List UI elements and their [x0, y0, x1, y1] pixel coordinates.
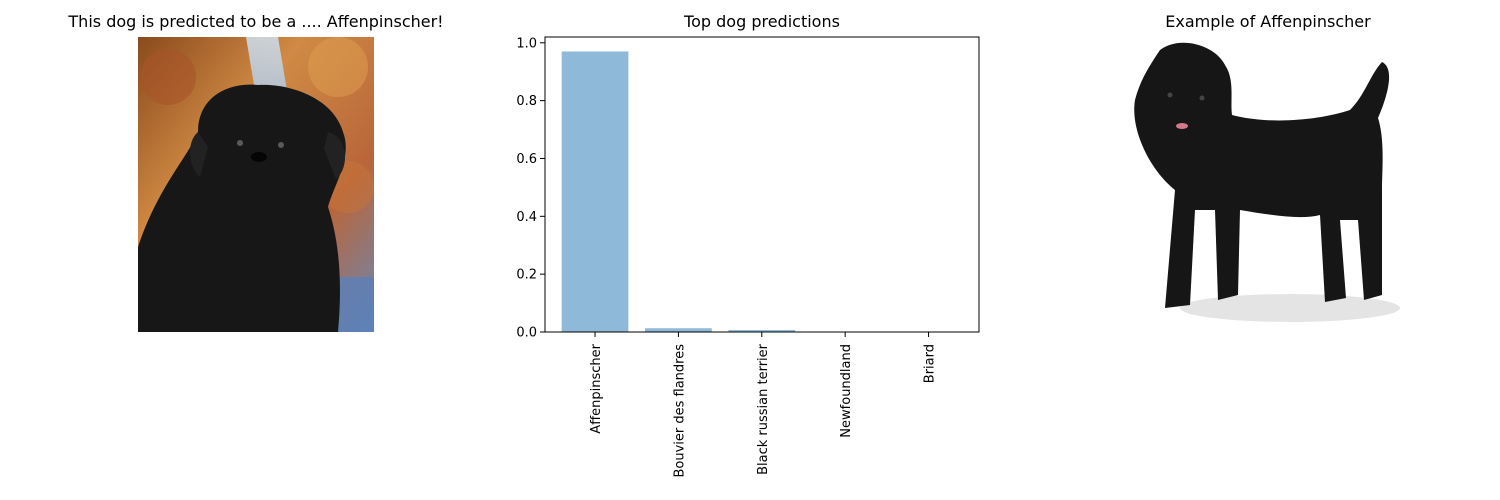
bar-1 — [645, 328, 712, 332]
x-tick-label: Briard — [923, 344, 938, 383]
y-tick-label: 0.8 — [516, 94, 537, 109]
y-tick-label: 1.0 — [516, 36, 537, 51]
example-image-title: Example of Affenpinscher — [1165, 12, 1371, 31]
x-tick-label: Black russian terrier — [756, 343, 771, 475]
x-tick-label: Newfoundland — [839, 344, 854, 438]
example-dog-photo — [1134, 42, 1400, 322]
query-image-title: This dog is predicted to be a .... Affen… — [68, 12, 444, 31]
bar-0 — [561, 51, 629, 332]
chart-title: Top dog predictions — [684, 12, 840, 31]
y-tick-label: 0.4 — [516, 210, 537, 225]
dog-body — [138, 84, 346, 332]
query-dog-photo — [138, 37, 374, 332]
y-tick-label: 0.6 — [516, 152, 537, 167]
y-tick-label: 0.0 — [516, 326, 537, 341]
x-tick-label: Bouvier des flandres — [672, 344, 687, 478]
bar-2 — [728, 329, 796, 332]
y-tick-label: 0.2 — [516, 268, 537, 283]
dog-body — [1134, 42, 1390, 309]
x-tick-label: Affenpinscher — [589, 343, 604, 433]
